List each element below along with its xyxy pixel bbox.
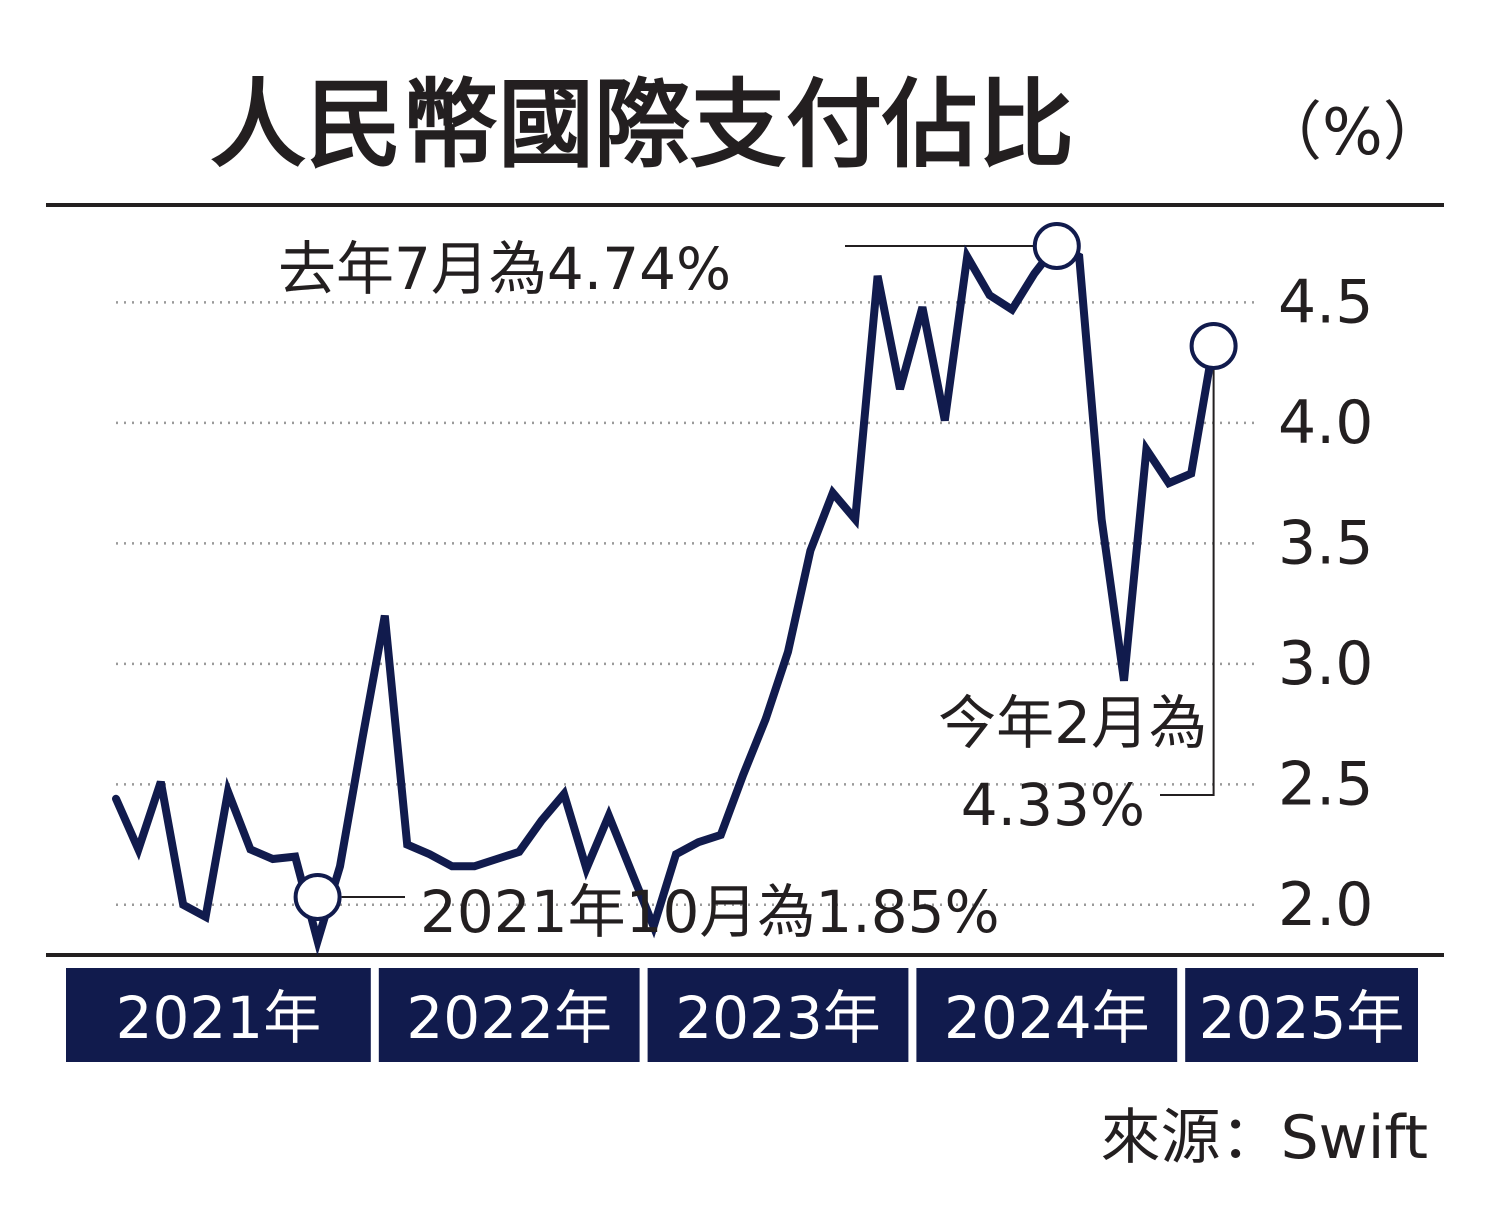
chart-title: 人民幣國際支付佔比 (210, 69, 1074, 181)
y-tick-label: 2.0 (1278, 870, 1373, 940)
annotation-max: 去年7月為4.74% (278, 235, 731, 303)
leader-latest (1160, 367, 1215, 796)
year-label: 2024年 (944, 984, 1150, 1052)
y-tick-label: 2.5 (1278, 749, 1373, 819)
year-band (1185, 968, 1418, 1062)
y-tick-label: 3.0 (1278, 629, 1373, 699)
year-band (647, 968, 909, 1062)
y-axis-ticks: 4.5 4.0 3.5 3.0 2.5 2.0 (1278, 267, 1373, 939)
year-label: 2021年 (116, 984, 322, 1052)
annotation-leaders (341, 245, 1215, 898)
year-label: 2023年 (675, 984, 881, 1052)
x-axis-year-bands: 2021年 2022年 2023年 2024年 2025年 (66, 968, 1418, 1062)
series-line (112, 239, 1218, 956)
highlight-markers (293, 222, 1238, 921)
annotation-min: 2021年10月為1.85% (420, 878, 1000, 946)
year-band (378, 968, 640, 1062)
y-tick-label: 4.0 (1278, 388, 1373, 458)
year-label: 2022年 (406, 984, 612, 1052)
marker-max (1032, 222, 1081, 270)
gridlines (116, 301, 1260, 907)
marker-latest (1189, 322, 1238, 370)
year-band (66, 968, 371, 1062)
y-tick-label: 4.5 (1278, 267, 1373, 337)
year-label: 2025年 (1199, 984, 1405, 1052)
year-band (916, 968, 1178, 1062)
annotation-latest-line1: 今年2月為 (938, 689, 1207, 757)
source-note: 來源：Swift (1101, 1103, 1428, 1173)
unit-label: （%） (1258, 96, 1447, 170)
marker-min (293, 873, 342, 921)
annotation-latest-line2: 4.33% (961, 771, 1145, 839)
y-tick-label: 3.5 (1278, 508, 1373, 578)
